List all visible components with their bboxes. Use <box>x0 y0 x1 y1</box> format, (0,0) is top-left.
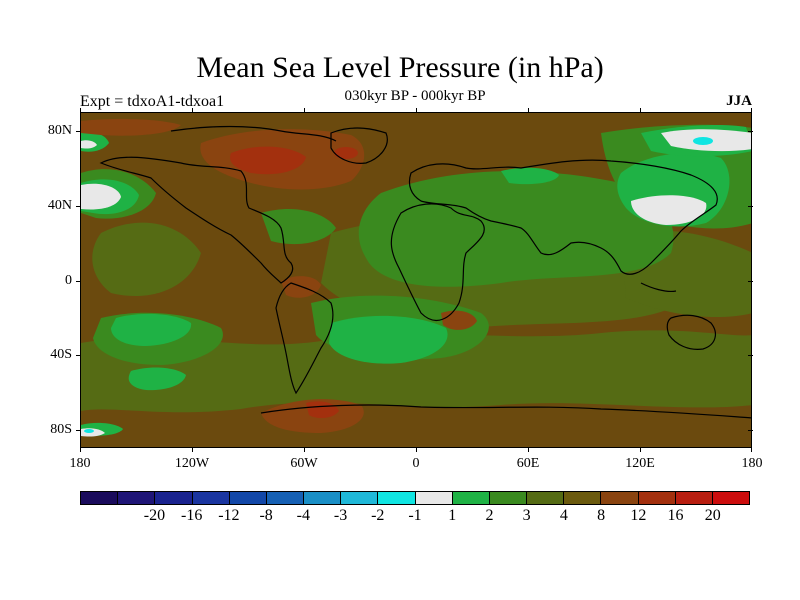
colorbar-label: -20 <box>143 507 166 524</box>
pressure-field <box>81 113 751 447</box>
axis-tick <box>192 447 193 452</box>
plot-subtitle: 030kyr BP - 000kyr BP <box>344 88 486 104</box>
plot-title: Mean Sea Level Pressure (in hPa) <box>196 51 604 84</box>
x-tick-label: 120E <box>625 456 655 471</box>
colorbar-box <box>81 492 119 504</box>
axis-tick <box>640 447 641 452</box>
colorbar-label: 3 <box>522 507 531 524</box>
colorbar-label: -3 <box>333 507 348 524</box>
axis-tick <box>528 447 529 452</box>
colorbar-box <box>489 492 528 504</box>
axis-tick <box>304 108 305 113</box>
colorbar-label: 20 <box>704 507 721 524</box>
axis-tick <box>416 447 417 452</box>
colorbar-label: -2 <box>371 507 385 524</box>
axis-tick <box>76 206 81 207</box>
colorbar-box <box>266 492 305 504</box>
axis-tick <box>748 355 753 356</box>
experiment-label: Expt = tdxoA1-tdxoa1 <box>80 93 225 110</box>
field-12-16-regions <box>230 146 358 419</box>
pressure-map <box>80 112 752 448</box>
colorbar-box <box>638 492 676 504</box>
colorbar-box <box>527 492 565 504</box>
colorbar-box <box>155 492 193 504</box>
field-neg1-1-regions <box>81 129 751 437</box>
colorbar-box <box>564 492 602 504</box>
colorbar-label: -12 <box>218 507 240 524</box>
colorbar-box <box>415 492 453 504</box>
colorbar-box <box>378 492 416 504</box>
axis-tick <box>416 108 417 113</box>
axis-tick <box>76 430 81 431</box>
axis-tick <box>192 108 193 113</box>
y-tick-label: 40N <box>47 198 72 213</box>
axis-tick <box>80 447 81 452</box>
colorbar-box <box>118 492 156 504</box>
colorbar-box <box>192 492 230 504</box>
colorbar-label: -4 <box>296 507 310 524</box>
axis-tick <box>748 430 753 431</box>
y-tick-label: 80N <box>47 123 72 138</box>
colorbar-label: -1 <box>408 507 422 524</box>
axis-tick <box>528 108 529 113</box>
x-tick-label: 60W <box>290 456 318 471</box>
colorbar-box <box>601 492 639 504</box>
season-label: JJA <box>726 93 752 109</box>
y-tick-label: 0 <box>65 273 72 288</box>
axis-tick <box>80 108 81 113</box>
axis-tick <box>76 281 81 282</box>
colorbar-label: -8 <box>259 507 273 524</box>
x-tick-label: 180 <box>69 456 91 471</box>
colorbar-box <box>712 492 750 504</box>
colorbar <box>80 491 750 505</box>
x-tick-label: 180 <box>741 456 763 471</box>
colorbar-box <box>229 492 267 504</box>
x-tick-label: 120W <box>174 456 210 471</box>
colorbar-label: 12 <box>630 507 647 524</box>
coastlines <box>99 125 751 419</box>
colorbar-box <box>304 492 342 504</box>
axis-tick <box>304 447 305 452</box>
y-tick-label: 40S <box>50 347 72 362</box>
axis-tick <box>640 108 641 113</box>
axis-tick <box>76 131 81 132</box>
axis-tick <box>76 355 81 356</box>
axis-tick <box>748 281 753 282</box>
colorbar-label: 2 <box>485 507 494 524</box>
field-1-2-regions <box>81 125 751 436</box>
colorbar-box <box>341 492 379 504</box>
colorbar-label: -16 <box>180 507 203 524</box>
colorbar-box <box>675 492 713 504</box>
colorbar-box <box>452 492 490 504</box>
colorbar-label: 1 <box>448 507 457 524</box>
axis-tick <box>751 447 752 452</box>
colorbar-label: 8 <box>597 507 606 524</box>
colorbar-label: 16 <box>667 507 684 524</box>
x-tick-label: 0 <box>412 456 420 471</box>
colorbar-label: 4 <box>559 507 568 524</box>
axis-tick <box>748 206 753 207</box>
axis-tick <box>748 131 753 132</box>
x-tick-label: 60E <box>516 456 540 471</box>
axis-tick <box>751 108 752 113</box>
field-neg2-neg1-regions <box>84 137 713 433</box>
y-tick-label: 80S <box>50 422 72 437</box>
